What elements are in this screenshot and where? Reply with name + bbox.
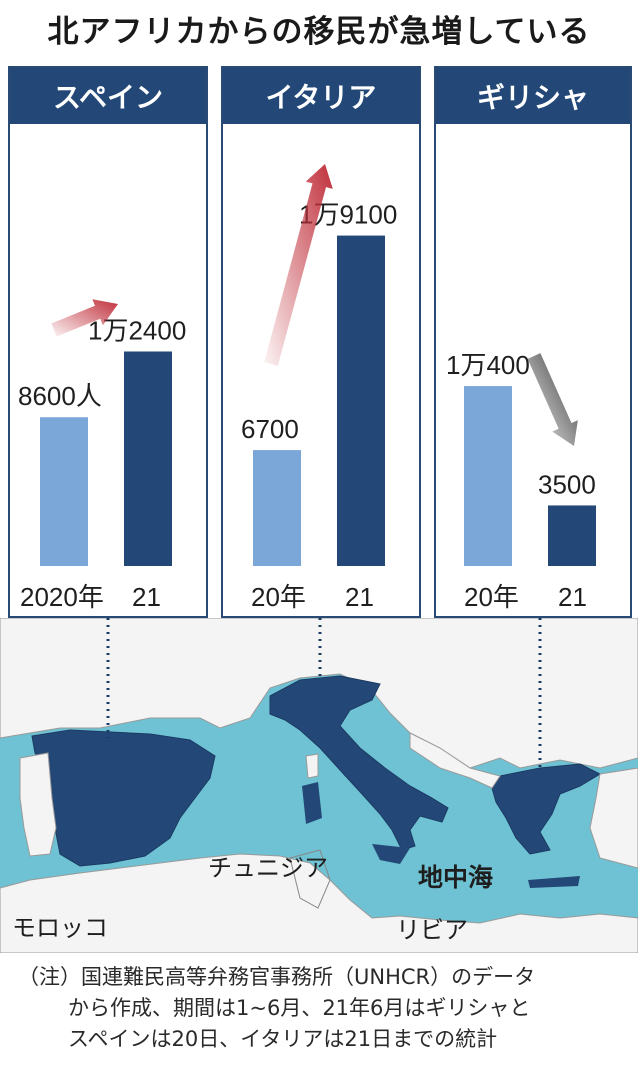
panel-italy: イタリア 6700 1万9100 20年 21 [221,66,421,618]
value-label: 1万400 [446,350,530,380]
bar-chart-greece: 1万400 3500 20年 21 [446,350,596,612]
decrease-arrow-icon [527,353,578,446]
category-label: 2020年 [20,582,104,612]
category-label: 20年 [464,582,519,612]
panel-greece: ギリシャ 1万400 3500 20年 21 [434,66,632,618]
bar [337,235,385,566]
panel-header-spain: スペイン [10,68,206,124]
footnote: （注）国連難民高等弁務官事務所（UNHCR）のデータ から作成、期間は1~6月、… [18,962,628,1055]
category-label: 21 [558,582,587,612]
italy [269,675,449,851]
footnote-line-3: スペインは20日、イタリアは21日までの統計 [68,1027,498,1051]
sicily [372,844,410,864]
portugal [19,752,57,857]
panel-header-italy: イタリア [223,68,419,124]
bar [40,417,88,566]
category-label: 20年 [251,582,306,612]
map-label-mediterranean: 地中海 [418,863,494,892]
greece [491,763,602,855]
value-label: 6700 [241,414,299,444]
bar [253,450,301,566]
bar [124,351,172,566]
crete [528,876,580,888]
category-label: 21 [132,582,161,612]
sardinia [302,782,322,824]
value-label: 3500 [538,469,596,499]
increase-arrow-icon [264,164,333,366]
panel-spain: スペイン 8600人 1万2400 2020年 21 [8,66,208,618]
bar [464,386,512,566]
footnote-line-1: （注）国連難民高等弁務官事務所（UNHCR）のデータ [18,965,536,989]
tunisia-land [289,849,331,909]
africa-land [0,853,638,953]
increase-arrow-icon [51,299,119,337]
corsica [305,753,319,779]
chart-title: 北アフリカからの移民が急増している [47,14,591,50]
balkans-land [409,732,501,789]
bar [548,505,596,566]
map-label-morocco: モロッコ [12,914,108,942]
panel-header-greece: ギリシャ [436,68,630,124]
turkey-land [589,767,638,869]
map-label-libya: リビア [396,916,468,944]
category-label: 21 [345,582,374,612]
map-label-tunisia: チュニジア [208,854,328,882]
mediterranean-map [0,618,638,953]
footnote-line-2: から作成、期間は1~6月、21年6月はギリシャと [68,996,531,1020]
value-label: 8600人 [18,381,102,411]
